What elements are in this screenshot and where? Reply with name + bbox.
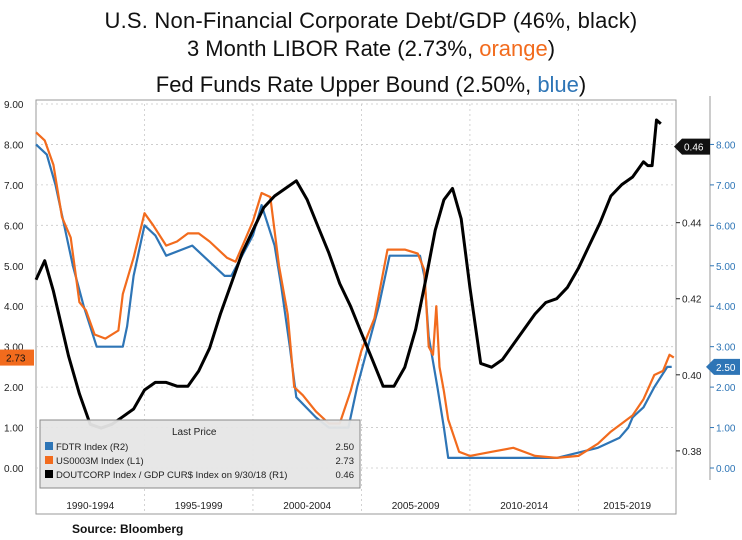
title-line-3-prefix: Fed Funds Rate Upper Bound (2.50%, <box>155 72 538 97</box>
left-tick-label: 3.00 <box>4 343 24 354</box>
chart-title-line-1: U.S. Non-Financial Corporate Debt/GDP (4… <box>104 8 638 33</box>
legend-entry-label: DOUTCORP Index / GDP CUR$ Index on 9/30/… <box>56 470 287 481</box>
legend-entry-value: 0.46 <box>336 470 355 481</box>
right-pct-tick-label: 7.00 <box>716 181 736 192</box>
right-pct-badge <box>706 358 740 375</box>
legend-swatch <box>45 470 53 478</box>
right-pct-badge-label: 2.50 <box>716 363 736 374</box>
title-line-3-blue-word: blue <box>537 72 579 97</box>
chart-title-line-2: 3 Month LIBOR Rate (2.73%, orange) <box>0 36 742 62</box>
right-pct-axis-ticks: 0.00 1.00 2.00 3.00 4.00 5.00 6.00 7.00 8.00 <box>710 140 736 475</box>
last-value-badges: 2.73 0.46 2.50 <box>0 138 740 375</box>
legend-swatch <box>45 442 53 450</box>
right-ratio-axis-ticks: 0.38 0.40 0.42 0.44 0.46 <box>676 143 702 458</box>
title-line-2-orange-word: orange <box>479 36 548 61</box>
right-pct-tick-label: 5.00 <box>716 262 736 273</box>
legend-swatch <box>45 456 53 464</box>
right-pct-tick-label: 8.00 <box>716 140 736 151</box>
x-period-label: 2000-2004 <box>283 501 331 512</box>
x-period-label: 2005-2009 <box>392 501 440 512</box>
left-tick-label: 8.00 <box>4 140 24 151</box>
right-ratio-badge <box>674 138 710 155</box>
x-period-label: 1995-1999 <box>175 501 223 512</box>
right-ratio-tick-label: 0.44 <box>682 219 702 230</box>
x-axis-period-labels: 1990-1994 1995-1999 2000-2004 2005-2009 2010… <box>66 501 651 512</box>
title-line-2-suffix: ) <box>547 36 556 61</box>
right-ratio-tick-label: 0.42 <box>682 295 702 306</box>
right-pct-tick-label: 6.00 <box>716 221 736 232</box>
legend-entry-value: 2.50 <box>336 442 355 453</box>
left-tick-label: 9.00 <box>4 100 24 111</box>
series-line <box>34 118 662 430</box>
chart-title-line-3: Fed Funds Rate Upper Bound (2.50%, blue) <box>0 72 742 98</box>
right-pct-tick-label: 1.00 <box>716 424 736 435</box>
legend-entry-label: FDTR Index (R2) <box>56 442 128 453</box>
x-period-label: 2015-2019 <box>603 501 651 512</box>
right-ratio-tick-label: 0.40 <box>682 371 702 382</box>
left-tick-label: 7.00 <box>4 181 24 192</box>
right-ratio-tick-label: 0.38 <box>682 447 702 458</box>
right-pct-tick-label: 0.00 <box>716 464 736 475</box>
left-tick-label: 0.00 <box>4 464 24 475</box>
right-pct-tick-label: 4.00 <box>716 302 736 313</box>
x-period-label: 1990-1994 <box>66 501 114 512</box>
legend-entry-label: US0003M Index (L1) <box>56 456 144 467</box>
right-pct-tick-label: 3.00 <box>716 343 736 354</box>
left-tick-label: 2.00 <box>4 383 24 394</box>
left-tick-label: 5.00 <box>4 262 24 273</box>
legend-header: Last Price <box>172 427 217 438</box>
x-period-label: 2010-2014 <box>500 501 548 512</box>
legend: Last Price FDTR Index (R2) 2.50 US0003M Ind… <box>39 419 361 489</box>
title-line-2-prefix: 3 Month LIBOR Rate (2.73%, <box>186 36 480 61</box>
left-tick-label: 1.00 <box>4 424 24 435</box>
left-axis-ticks: 0.00 1.00 2.00 3.00 4.00 5.00 6.00 7.00 8.00 9.00 <box>4 100 24 475</box>
left-tick-label: 6.00 <box>4 221 24 232</box>
legend-entry-value: 2.73 <box>336 456 355 467</box>
right-ratio-badge-label: 0.46 <box>684 143 704 154</box>
bloomberg-line-chart: 0.00 1.00 2.00 3.00 4.00 5.00 6.00 7.00 8.00 9.00… <box>0 96 740 515</box>
left-tick-label: 4.00 <box>4 302 24 313</box>
title-line-3-suffix: ) <box>578 72 587 97</box>
left-badge-label: 2.73 <box>6 354 26 365</box>
source-note: Source: Bloomberg <box>72 522 184 536</box>
legend-box <box>39 419 361 489</box>
right-pct-tick-label: 2.00 <box>716 383 736 394</box>
left-badge <box>0 349 34 366</box>
